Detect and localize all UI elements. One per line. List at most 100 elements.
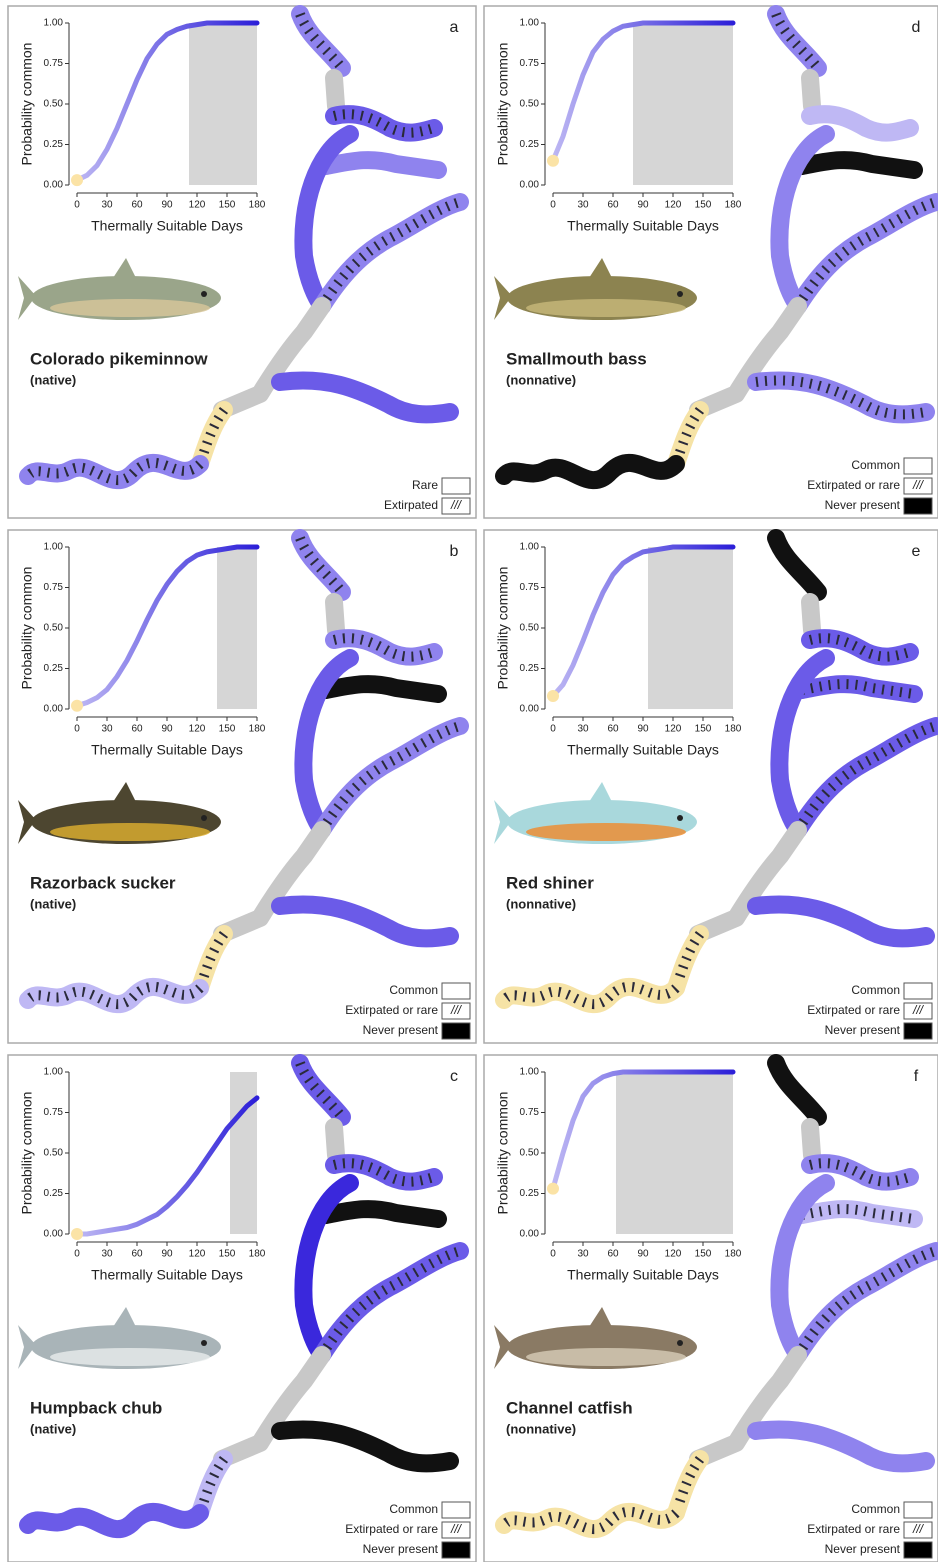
- panel: Smallmouth bass(nonnative)d0.000.250.500…: [484, 6, 938, 518]
- x-tick-label: 120: [189, 724, 206, 735]
- x-tick-label: 0: [550, 200, 556, 211]
- species-name: Humpback chub: [30, 1398, 162, 1417]
- start-point: [547, 1183, 559, 1195]
- y-tick-label: 0.50: [44, 1148, 64, 1159]
- x-axis-label: Thermally Suitable Days: [567, 742, 719, 758]
- x-tick-label: 180: [725, 200, 742, 211]
- x-axis-label: Thermally Suitable Days: [91, 742, 243, 758]
- legend-label: Rare: [412, 478, 438, 492]
- y-tick-label: 0.50: [520, 99, 540, 110]
- x-tick-label: 180: [725, 1249, 742, 1260]
- species-status: (nonnative): [506, 372, 576, 387]
- species-status: (nonnative): [506, 1421, 576, 1436]
- x-tick-label: 120: [665, 1249, 682, 1260]
- river-segment: [810, 1127, 812, 1155]
- x-tick-label: 30: [101, 1249, 113, 1260]
- start-point: [547, 155, 559, 167]
- y-tick-label: 0.50: [520, 1148, 540, 1159]
- legend-label: Extirpated or rare: [345, 1522, 438, 1536]
- river-segment: [810, 78, 812, 106]
- river-segment: [334, 78, 336, 106]
- x-tick-label: 150: [695, 724, 712, 735]
- legend-label: Common: [389, 983, 438, 997]
- y-tick-label: 1.00: [520, 1067, 540, 1078]
- shaded-range: [230, 1072, 257, 1234]
- panel-letter: d: [912, 19, 921, 36]
- start-point: [71, 174, 83, 186]
- y-tick-label: 0.25: [520, 1188, 540, 1199]
- fish-belly: [526, 823, 686, 841]
- fish-eye: [201, 1340, 207, 1346]
- shaded-range: [217, 547, 257, 709]
- species-status: (native): [30, 372, 76, 387]
- x-tick-label: 150: [219, 724, 236, 735]
- river-segment: [802, 160, 914, 170]
- species-name: Channel catfish: [506, 1398, 633, 1417]
- y-tick-label: 0.50: [44, 99, 64, 110]
- river-segment: [334, 1127, 336, 1155]
- x-tick-label: 60: [607, 1249, 619, 1260]
- x-tick-label: 60: [131, 200, 143, 211]
- legend-label: Extirpated or rare: [807, 478, 900, 492]
- y-axis-label: Probability common: [495, 567, 511, 690]
- figure: Colorado pikeminnow(native)a0.000.250.50…: [0, 0, 938, 1562]
- legend-label: Extirpated or rare: [807, 1522, 900, 1536]
- y-tick-label: 0.50: [520, 623, 540, 634]
- river-segment: [326, 160, 438, 170]
- y-tick-label: 0.00: [44, 1229, 64, 1240]
- y-tick-label: 0.50: [44, 623, 64, 634]
- x-tick-label: 0: [74, 1249, 80, 1260]
- start-point: [547, 690, 559, 702]
- panel-letter: e: [912, 543, 921, 560]
- x-tick-label: 120: [665, 724, 682, 735]
- species-status: (native): [30, 896, 76, 911]
- legend-swatch: [904, 458, 932, 474]
- panel: Colorado pikeminnow(native)a0.000.250.50…: [8, 6, 476, 518]
- x-tick-label: 180: [249, 200, 266, 211]
- x-tick-label: 0: [74, 200, 80, 211]
- x-axis-label: Thermally Suitable Days: [567, 218, 719, 234]
- panel: Red shiner(nonnative)e0.000.250.500.751.…: [484, 530, 938, 1043]
- legend-swatch: [442, 1542, 470, 1558]
- y-tick-label: 1.00: [44, 18, 64, 29]
- fish-eye: [201, 291, 207, 297]
- y-tick-label: 0.75: [520, 1107, 540, 1118]
- legend-hatch: ///: [912, 1003, 925, 1017]
- y-tick-label: 0.00: [44, 180, 64, 191]
- legend-swatch: [442, 478, 470, 494]
- legend-hatch: ///: [912, 1522, 925, 1536]
- x-tick-label: 90: [637, 1249, 649, 1260]
- legend-hatch: ///: [450, 1003, 463, 1017]
- legend-label: Never present: [825, 1542, 901, 1556]
- y-tick-label: 0.00: [520, 1229, 540, 1240]
- y-axis-label: Probability common: [19, 1092, 35, 1215]
- y-tick-label: 1.00: [44, 542, 64, 553]
- shaded-range: [189, 23, 257, 185]
- x-tick-label: 90: [637, 200, 649, 211]
- y-tick-label: 0.75: [520, 582, 540, 593]
- legend-swatch: [442, 1023, 470, 1039]
- species-status: (native): [30, 1421, 76, 1436]
- species-name: Smallmouth bass: [506, 349, 647, 368]
- panel: Humpback chub(native)c0.000.250.500.751.…: [8, 1055, 476, 1562]
- legend-label: Extirpated: [384, 498, 438, 512]
- x-tick-label: 150: [695, 200, 712, 211]
- x-tick-label: 30: [577, 200, 589, 211]
- legend-swatch: [442, 983, 470, 999]
- x-tick-label: 90: [161, 724, 173, 735]
- legend-label: Extirpated or rare: [345, 1003, 438, 1017]
- start-point: [71, 700, 83, 712]
- x-tick-label: 0: [74, 724, 80, 735]
- river-segment: [810, 602, 812, 630]
- y-tick-label: 0.00: [44, 704, 64, 715]
- species-name: Red shiner: [506, 873, 594, 892]
- legend-swatch: [904, 983, 932, 999]
- x-tick-label: 120: [665, 200, 682, 211]
- legend-label: Never present: [363, 1542, 439, 1556]
- y-tick-label: 0.25: [44, 139, 64, 150]
- fish-belly: [50, 299, 210, 317]
- y-tick-label: 0.25: [44, 1188, 64, 1199]
- panel: Razorback sucker(native)b0.000.250.500.7…: [8, 530, 476, 1043]
- x-tick-label: 150: [219, 1249, 236, 1260]
- y-tick-label: 0.25: [520, 139, 540, 150]
